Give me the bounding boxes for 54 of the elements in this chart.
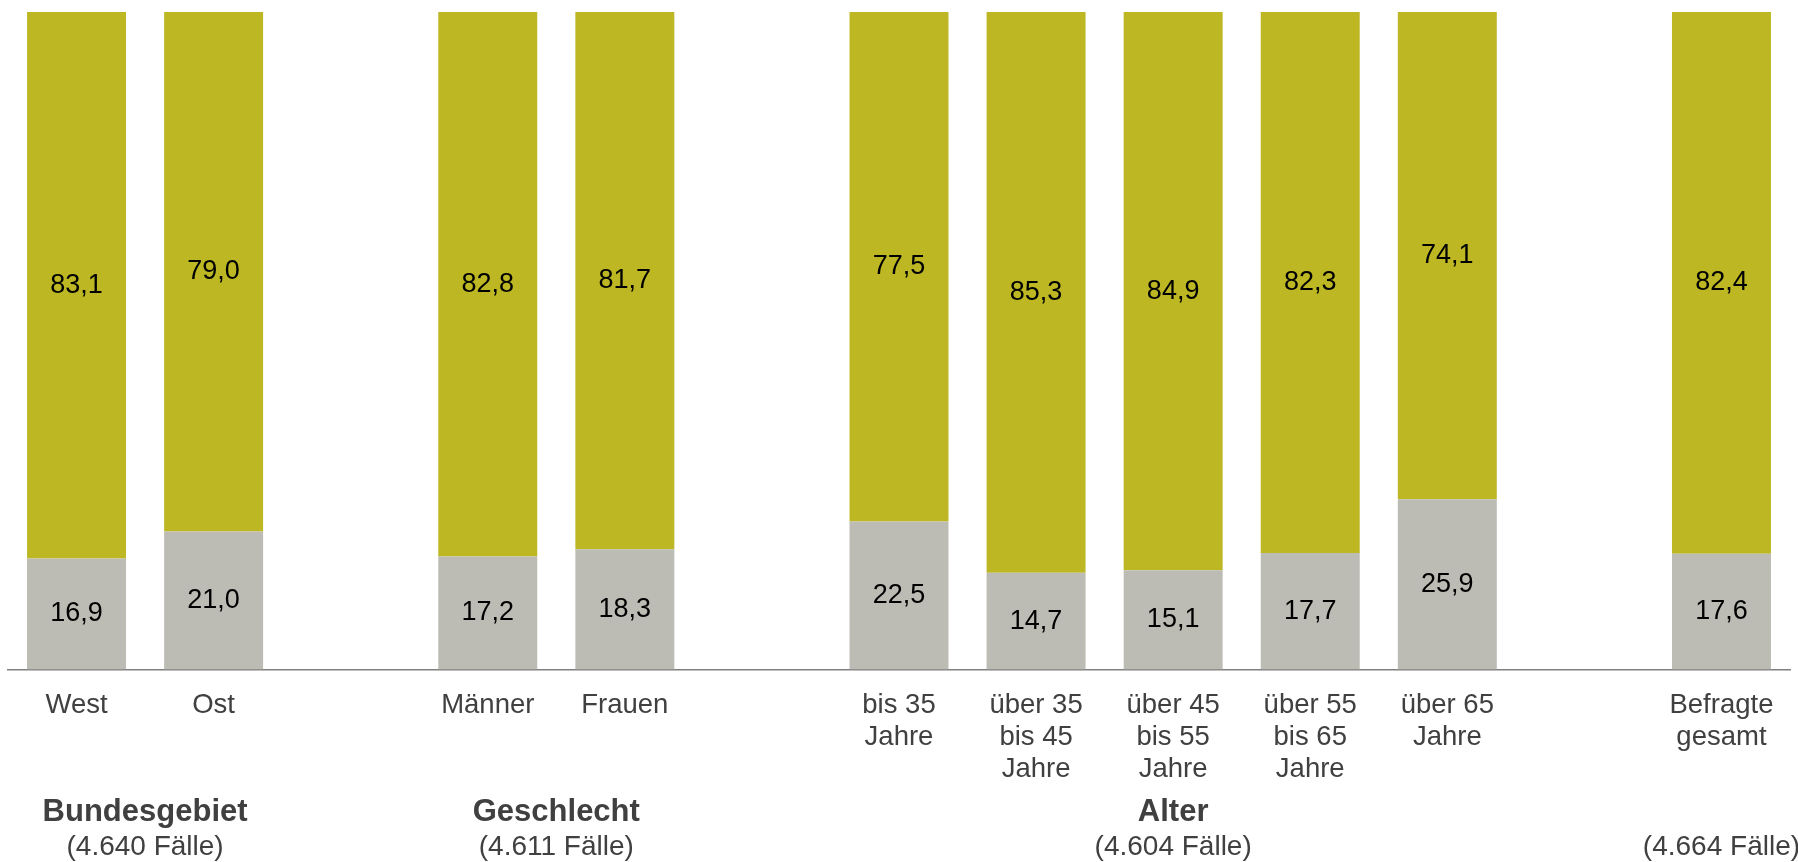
data-label: 21,0 [187,583,240,614]
x-tick-label: West [45,688,108,720]
bar [1260,12,1360,554]
bar [575,12,675,550]
data-label: 82,4 [1695,266,1748,297]
bar [164,531,264,670]
data-label: 17,6 [1695,595,1748,626]
bar [849,521,949,670]
text: (4.664 Fälle) [1642,829,1798,861]
x-tick-label: über 35 bis 45 Jahre [989,688,1083,783]
x-tick-label: über 45 bis 55 Jahre [1126,688,1220,783]
bar [1260,553,1360,670]
data-label: 77,5 [872,250,926,281]
bar [27,12,127,559]
data-label: 82,3 [1283,266,1337,297]
text: Alter (4.604 Fälle) [1094,792,1252,861]
data-label: 85,3 [1009,275,1063,306]
data-label: 25,9 [1421,567,1474,598]
bar [1123,570,1223,670]
bar [1397,12,1497,500]
x-tick-label: Ost [192,688,236,720]
x-tick-label: bis 35 Jahre [862,688,936,751]
data-label: 17,2 [461,596,515,627]
text: Bundesgebiet (4.640 Fälle) [42,792,248,861]
x-tick-label: Frauen [581,688,669,720]
bar [1671,12,1771,554]
bar [27,558,127,670]
text: Geschlecht (4.611 Fälle) [472,792,640,861]
data-label: 74,1 [1421,239,1474,270]
data-label: 82,8 [461,267,515,298]
bar [986,12,1086,573]
data-label: 83,1 [50,268,103,299]
data-label: 81,7 [598,264,652,295]
bar [575,549,675,670]
bar [438,556,538,670]
bar [849,12,949,522]
data-label: 18,3 [598,592,652,623]
data-label: 14,7 [1009,604,1063,635]
bar [164,12,264,532]
bar [1671,553,1771,670]
data-label: 22,5 [872,578,926,609]
data-label: 16,9 [50,597,103,628]
x-tick-label: Befragte gesamt [1669,688,1774,751]
x-tick-label: Männer [441,688,535,720]
x-tick-label: über 55 bis 65 Jahre [1263,688,1357,783]
x-tick-label: über 65 Jahre [1400,688,1494,751]
bar [438,12,538,557]
bar [1123,12,1223,571]
data-label: 84,9 [1146,274,1200,305]
bar [1397,499,1497,670]
data-label: 17,7 [1283,594,1337,625]
data-label: 15,1 [1146,603,1200,634]
data-label: 79,0 [187,255,240,286]
bar [986,572,1086,670]
